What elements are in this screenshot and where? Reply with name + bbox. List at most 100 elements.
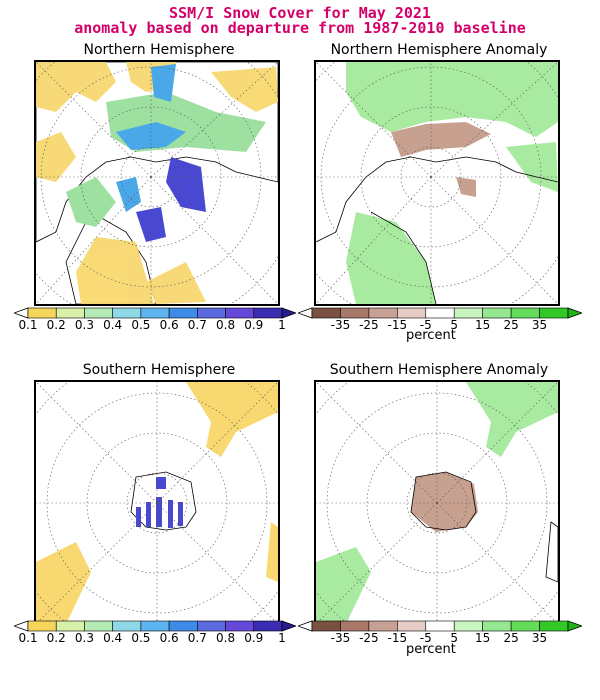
anom-negative xyxy=(411,472,478,532)
colorbar-tick-label: -15 xyxy=(387,631,408,645)
colorbar-segment xyxy=(368,620,398,632)
colorbar-tick-label: 0.6 xyxy=(159,318,179,332)
colorbar-tick-label: 0.1 xyxy=(18,631,38,645)
colorbar-tick-label: 1 xyxy=(278,631,286,645)
colorbar-tick-label: -35 xyxy=(330,631,351,645)
colorbar-segment xyxy=(453,620,483,632)
colorbar-segment xyxy=(55,307,85,319)
anomaly-colorbar-top: -35 -25 -15 -5 5 15 25 35 xyxy=(298,307,582,343)
colorbar-tick-label: 0.9 xyxy=(244,318,264,332)
colorbar-tick-label: 0.8 xyxy=(216,318,236,332)
anom-positive xyxy=(346,62,558,304)
colorbar-segment xyxy=(368,307,398,319)
colorbar-graphic xyxy=(14,307,296,319)
colorbar-segment xyxy=(311,620,341,632)
colorbar-segment xyxy=(168,307,198,319)
colorbar-tick-label: 0.3 xyxy=(74,631,94,645)
colorbar-tick-label: 0.5 xyxy=(131,631,151,645)
colorbar-segment xyxy=(340,620,370,632)
snow-colorbar-top: 0.1 0.2 0.3 0.4 0.5 0.6 0.7 0.8 0.9 1 xyxy=(14,307,296,343)
colorbar-tick-label: -15 xyxy=(387,318,408,332)
colorbar-tick-label: 0.5 xyxy=(131,318,151,332)
colorbar-tick-label: 0.3 xyxy=(74,318,94,332)
graticule xyxy=(36,62,278,304)
snow-colorbar-bottom: 0.1 0.2 0.3 0.4 0.5 0.6 0.7 0.8 0.9 1 xyxy=(14,620,296,656)
colorbar-segment xyxy=(510,620,540,632)
colorbar-tick-label: 15 xyxy=(475,318,491,332)
colorbar-tick-label: 0.1 xyxy=(18,318,38,332)
figure-subtitle: anomaly based on departure from 1987-201… xyxy=(74,19,526,37)
colorbar-segment xyxy=(453,307,483,319)
colorbar-segment xyxy=(425,620,455,632)
colorbar-segment xyxy=(482,620,512,632)
colorbar-tick-label: 5 xyxy=(450,318,459,332)
colorbar-arrow-left xyxy=(298,307,313,319)
figure-title: SSM/I Snow Cover for May 2021 xyxy=(169,4,431,22)
colorbar-tick-label: 0.4 xyxy=(103,631,123,645)
colorbar-segment xyxy=(168,620,198,632)
nh-anom-title: Northern Hemisphere Anomaly xyxy=(330,42,548,58)
bare-land xyxy=(36,62,278,304)
bare-land xyxy=(36,382,278,624)
anomaly-unit-bottom: percent xyxy=(406,642,456,657)
sh-snow-map xyxy=(34,380,280,626)
colorbar-tick-label: 0.4 xyxy=(103,318,123,332)
colorbar-tick-label: 0.8 xyxy=(216,631,236,645)
colorbar-tick-label: 35 xyxy=(531,318,548,332)
colorbar-arrow-left xyxy=(298,620,313,632)
colorbar-segment xyxy=(112,620,142,632)
anom-positive xyxy=(316,382,558,624)
colorbar-arrow-right xyxy=(567,620,582,632)
colorbar-graphic xyxy=(298,307,582,319)
colorbar-tick-label: 1 xyxy=(278,318,286,332)
colorbar-segment xyxy=(84,307,113,319)
anomaly-unit-top: percent xyxy=(406,328,456,343)
colorbar-segment xyxy=(539,620,569,632)
sh-anomaly-map xyxy=(314,380,560,626)
colorbar-segment xyxy=(425,307,455,319)
colorbar-segment xyxy=(253,307,283,319)
anom-negative xyxy=(391,122,491,197)
colorbar-tick-label: 35 xyxy=(531,631,548,645)
colorbar-tick-label: 15 xyxy=(475,631,491,645)
colorbar-segment xyxy=(397,620,427,632)
graticule xyxy=(36,382,278,624)
sh-title: Southern Hemisphere xyxy=(82,362,236,378)
snow-high xyxy=(136,157,206,242)
colorbar-segment xyxy=(140,307,170,319)
nh-snow-map xyxy=(34,60,280,306)
colorbar-tick-label: 0.7 xyxy=(187,318,207,332)
colorbar-segment xyxy=(27,620,57,632)
graticule xyxy=(316,382,558,624)
colorbar-tick-label: -25 xyxy=(359,631,379,645)
colorbar-tick-label: 0.2 xyxy=(46,318,66,332)
colorbar-segment xyxy=(397,307,427,319)
colorbar-arrow-left xyxy=(14,620,29,632)
colorbar-arrow-right xyxy=(281,620,296,632)
colorbar-segment xyxy=(27,307,57,319)
colorbar-segment xyxy=(112,307,142,319)
colorbar-tick-label: 25 xyxy=(503,318,519,332)
colorbar-tick-label: 0.9 xyxy=(244,631,264,645)
anomaly-colorbar-bottom: -35 -25 -15 -5 5 15 25 35 xyxy=(298,620,582,656)
colorbar-tick-label: 0.7 xyxy=(187,631,207,645)
snow-high xyxy=(136,477,183,528)
nh-title: Northern Hemisphere xyxy=(83,42,235,58)
colorbar-segment xyxy=(55,620,85,632)
colorbar-segment xyxy=(84,620,113,632)
colorbar-tick-label: -35 xyxy=(330,318,351,332)
colorbar-tick-label: 5 xyxy=(450,631,459,645)
colorbar-segment xyxy=(225,620,255,632)
sh-anom-title: Southern Hemisphere Anomaly xyxy=(329,362,549,378)
colorbar-tick-label: 0.2 xyxy=(46,631,66,645)
colorbar-graphic xyxy=(298,620,582,632)
colorbar-segment xyxy=(311,307,341,319)
colorbar-segment xyxy=(539,307,569,319)
colorbar-tick-label: -25 xyxy=(359,318,379,332)
colorbar-segment xyxy=(197,620,226,632)
colorbar-segment xyxy=(510,307,540,319)
graticule xyxy=(316,62,558,304)
colorbar-tick-label: -5 xyxy=(419,318,432,332)
coastline xyxy=(410,471,558,583)
colorbar-segment xyxy=(140,620,170,632)
